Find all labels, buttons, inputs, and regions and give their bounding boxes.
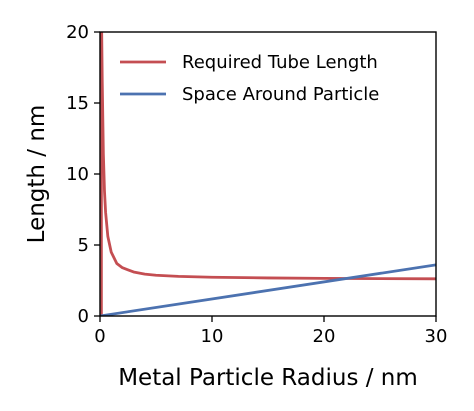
x-tick-label: 10 [201,326,224,347]
y-tick-label: 5 [78,235,89,256]
series-layer [100,32,436,316]
series-line-space-around-particle [100,263,436,316]
legend: Required Tube Length Space Around Particl… [120,52,379,105]
x-tick-label: 0 [94,326,105,347]
y-tick-label: 10 [66,164,89,185]
y-tick-label: 15 [66,93,89,114]
plot-background [100,32,436,316]
x-axis-label: Metal Particle Radius / nm [118,365,418,391]
y-axis-label: Length / nm [24,105,50,244]
x-tick-label: 30 [425,326,448,347]
x-tick-label: 20 [313,326,336,347]
y-axis-ticks: 0 5 10 15 20 [66,22,100,327]
series-line-required-tube-length [100,32,436,281]
y-tick-label: 20 [66,22,89,43]
y-tick-label: 0 [78,306,89,327]
legend-label: Required Tube Length [182,52,378,73]
x-axis-ticks: 0 10 20 30 [94,316,447,347]
legend-label: Space Around Particle [182,84,379,105]
